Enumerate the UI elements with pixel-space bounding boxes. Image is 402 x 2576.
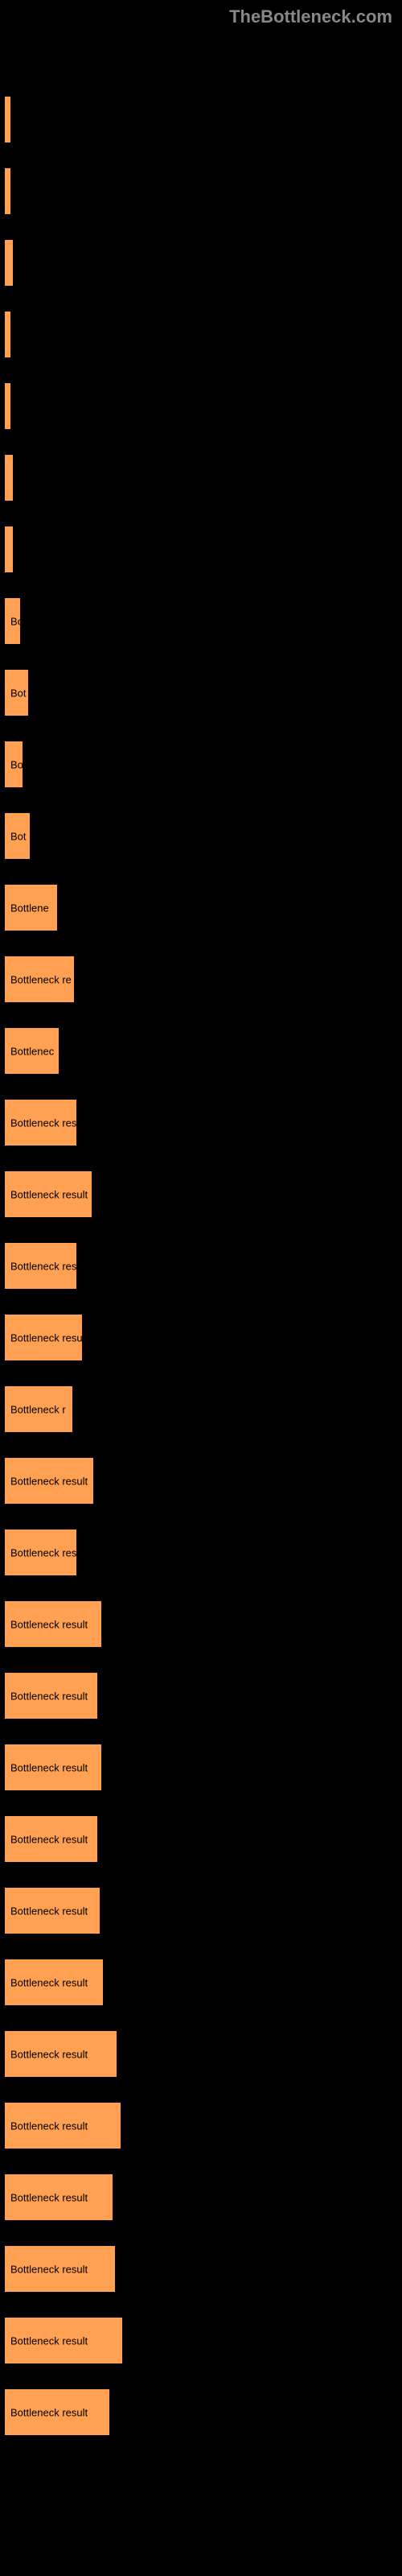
bar: Bo (5, 741, 23, 787)
bar: Bot (5, 670, 28, 716)
bar: Bottleneck result (5, 1816, 97, 1862)
bar: Bottleneck result (5, 1888, 100, 1934)
bar: Bot (5, 813, 30, 859)
bar (5, 240, 13, 286)
bar-row: Bottleneck result (0, 2031, 402, 2077)
bar-row: Bottleneck result (0, 2389, 402, 2435)
bar-row (0, 312, 402, 357)
bar-row: Bottleneck res (0, 1100, 402, 1146)
bar-text: Bot (10, 830, 27, 842)
bar-text: Bottleneck result (10, 2406, 88, 2418)
bar: Bottleneck resu (5, 1315, 82, 1360)
bar-row: Bottleneck result (0, 2174, 402, 2220)
bar-row: Bottleneck result (0, 1816, 402, 1862)
bar: Bottleneck res (5, 1530, 76, 1575)
bar: Bottleneck result (5, 2246, 115, 2292)
bar: Bo (5, 598, 20, 644)
bar-text: Bot (10, 687, 27, 699)
bar-row: Bottleneck res (0, 1530, 402, 1575)
bar-text: Bottlene (10, 902, 49, 914)
bar-row: Bottleneck result (0, 1601, 402, 1647)
bar-row: Bottleneck result (0, 1673, 402, 1719)
bar (5, 97, 10, 142)
bar (5, 383, 10, 429)
bar-text: Bo (10, 615, 23, 627)
bar: Bottlenec (5, 1028, 59, 1074)
bar-text: Bottleneck resu (10, 1331, 83, 1344)
bar-row: Bottleneck result (0, 1888, 402, 1934)
bar: Bottleneck result (5, 1601, 101, 1647)
bar (5, 455, 13, 501)
bar-row: Bottleneck result (0, 1458, 402, 1504)
bar-text: Bottleneck res (10, 1117, 76, 1129)
bar-text: Bottleneck res (10, 1546, 76, 1558)
bar-row: Bottlene (0, 885, 402, 931)
bar-text: Bottleneck re (10, 973, 72, 985)
bar-row: Bot (0, 813, 402, 859)
bar-row: Bottleneck resu (0, 1315, 402, 1360)
bar-text: Bottleneck result (10, 1475, 88, 1487)
bar: Bottleneck result (5, 1744, 101, 1790)
bar: Bottleneck result (5, 2318, 122, 2363)
bar-text: Bottleneck r (10, 1403, 66, 1415)
bar: Bottleneck result (5, 1458, 93, 1504)
bar-text: Bottleneck result (10, 1976, 88, 1988)
bar-row (0, 455, 402, 501)
bar-text: Bottleneck res (10, 1260, 76, 1272)
bar-text: Bottleneck result (10, 1761, 88, 1773)
bar: Bottlene (5, 885, 57, 931)
bar-row (0, 526, 402, 572)
bar-row: Bottleneck result (0, 2246, 402, 2292)
bar-text: Bottleneck result (10, 1905, 88, 1917)
bar-row: Bottleneck res (0, 1243, 402, 1289)
watermark-text: TheBottleneck.com (229, 6, 392, 27)
bottleneck-bar-chart: Bo Bot Bo Bot Bottlene Bottleneck re Bottlenec… (0, 0, 402, 2435)
bar-row: Bo (0, 598, 402, 644)
bar: Bottleneck result (5, 2031, 117, 2077)
bar: Bottleneck result (5, 1171, 92, 1217)
bar-row (0, 383, 402, 429)
bar (5, 312, 10, 357)
bar-row: Bottleneck re (0, 956, 402, 1002)
bar-text: Bottleneck result (10, 1188, 88, 1200)
bar-text: Bottleneck result (10, 1618, 88, 1630)
bar-text: Bo (10, 758, 23, 770)
bar-text: Bottleneck result (10, 1690, 88, 1702)
bar: Bottleneck result (5, 2389, 109, 2435)
bar-row: Bottleneck result (0, 2103, 402, 2149)
bar-text: Bottleneck result (10, 2048, 88, 2060)
bar-row: Bottleneck result (0, 1744, 402, 1790)
bar: Bottleneck res (5, 1100, 76, 1146)
bar: Bottleneck res (5, 1243, 76, 1289)
bar-text: Bottleneck result (10, 2120, 88, 2132)
bar-text: Bottleneck result (10, 2334, 88, 2347)
bar-row (0, 97, 402, 142)
bar-text: Bottleneck result (10, 2263, 88, 2275)
bar (5, 526, 13, 572)
bar-row: Bottleneck r (0, 1386, 402, 1432)
bar-row (0, 168, 402, 214)
bar-text: Bottleneck result (10, 1833, 88, 1845)
bar: Bottleneck result (5, 2103, 121, 2149)
bar: Bottleneck result (5, 1959, 103, 2005)
bar-row: Bottlenec (0, 1028, 402, 1074)
bar: Bottleneck result (5, 2174, 113, 2220)
bar-row (0, 240, 402, 286)
bar-row: Bottleneck result (0, 1959, 402, 2005)
bar (5, 168, 10, 214)
bar: Bottleneck re (5, 956, 74, 1002)
bar-text: Bottlenec (10, 1045, 54, 1057)
bar-row: Bottleneck result (0, 2318, 402, 2363)
bar-text: Bottleneck result (10, 2191, 88, 2203)
bar: Bottleneck r (5, 1386, 72, 1432)
bar-row: Bo (0, 741, 402, 787)
bar-row: Bot (0, 670, 402, 716)
bar: Bottleneck result (5, 1673, 97, 1719)
bar-row: Bottleneck result (0, 1171, 402, 1217)
